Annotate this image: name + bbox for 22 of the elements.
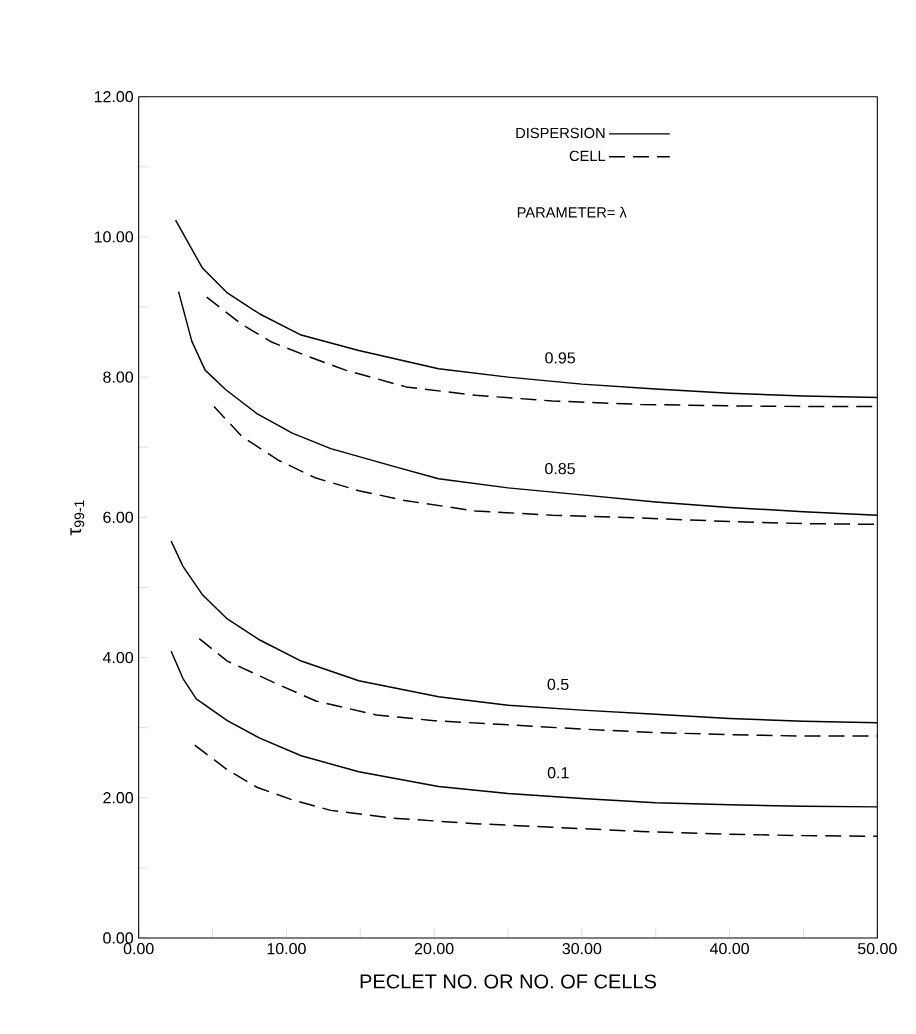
x-tick-label: 0.00: [123, 942, 154, 955]
legend-label: DISPERSION: [516, 127, 605, 139]
annotation: 0.5: [547, 678, 569, 691]
x-tick-label: 20.00: [414, 942, 454, 955]
y-tick-label: 0.00: [103, 932, 134, 944]
x-tick-label: 40.00: [709, 942, 749, 955]
y-axis-title: τ$_{99-1}$: [70, 500, 85, 536]
y-tick-label: 12.00: [94, 91, 134, 103]
y-tick-label: 8.00: [103, 371, 134, 383]
y-tick-label: 4.00: [102, 651, 134, 664]
legend-label: CELL: [569, 150, 606, 162]
annotation: 0.95: [545, 352, 576, 364]
y-tick-label: 2.00: [103, 792, 134, 804]
annotation: 0.1: [547, 767, 569, 779]
x-tick-label: 30.00: [562, 942, 602, 955]
x-tick-label: 50.00: [857, 942, 897, 955]
y-tick-label: 6.00: [103, 511, 134, 523]
x-tick-label: 10.00: [267, 942, 306, 955]
annotation: 0.85: [545, 462, 575, 475]
y-tick-label: 10.00: [94, 231, 134, 243]
x-axis-title: PECLET NO. OR NO. OF CELLS: [360, 974, 656, 989]
annotation: PARAMETER= λ: [517, 206, 627, 218]
